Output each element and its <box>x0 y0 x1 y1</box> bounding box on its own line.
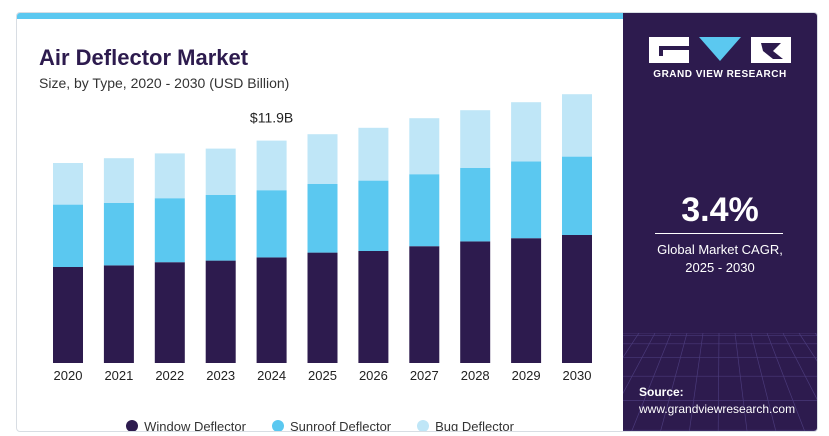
bar-bug-2028 <box>460 110 491 168</box>
bar-window-2025 <box>307 252 338 363</box>
legend-swatch-bug <box>417 420 430 431</box>
bar-sunroof-2030 <box>562 156 592 235</box>
stacked-bar-chart: 2020 2021 2022 2023 2024 2025 2026 2027 2028 2029… <box>53 94 592 383</box>
chart-area: 2020 2021 2022 2023 2024 2025 2026 2027 2028 2029… <box>17 19 623 431</box>
cagr-label: Global Market CAGR, 2025 - 2030 <box>623 241 817 277</box>
bar-window-2028 <box>460 241 491 363</box>
bar-sunroof-2022 <box>154 198 185 263</box>
x-tick-label-2025: 2025 <box>308 368 337 383</box>
legend-item-sunroof: Sunroof Deflector <box>271 417 392 432</box>
source-link[interactable]: www.grandviewresearch.com <box>639 402 796 416</box>
bar-window-2022 <box>154 262 185 363</box>
legend-swatch-sunroof <box>271 420 284 431</box>
bar-window-2029 <box>511 238 542 363</box>
cagr-divider <box>655 233 783 234</box>
bar-sunroof-2025 <box>307 183 338 253</box>
bar-window-2027 <box>409 246 440 363</box>
bar-window-2020 <box>53 267 83 363</box>
legend-label-bug: Bug Deflector <box>435 418 514 432</box>
bar-sunroof-2029 <box>511 161 542 239</box>
legend-label-sunroof: Sunroof Deflector <box>289 418 392 432</box>
bar-sunroof-2023 <box>205 195 236 261</box>
brand-name: GRAND VIEW RESEARCH <box>653 69 787 80</box>
x-tick-label-2024: 2024 <box>257 368 286 383</box>
bar-window-2026 <box>358 251 389 363</box>
insight-panel: GRAND VIEW RESEARCH 3.4% Global Market C… <box>623 13 817 431</box>
legend-item-window: Window Deflector <box>126 417 246 432</box>
legend-swatch-window <box>126 420 139 431</box>
chart-title: Air Deflector Market <box>39 45 249 70</box>
x-tick-label-2028: 2028 <box>461 368 490 383</box>
bar-bug-2026 <box>358 127 389 181</box>
x-tick-label-2030: 2030 <box>563 368 592 383</box>
bar-window-2021 <box>103 265 134 363</box>
bar-window-2030 <box>562 235 592 363</box>
bar-bug-2029 <box>511 102 542 162</box>
x-tick-label-2027: 2027 <box>410 368 439 383</box>
cagr-value: 3.4% <box>681 191 759 229</box>
bar-bug-2020 <box>53 163 83 205</box>
bar-sunroof-2028 <box>460 167 491 242</box>
bar-sunroof-2020 <box>53 204 83 267</box>
infographic-card: 2020 2021 2022 2023 2024 2025 2026 2027 2028 2029… <box>16 12 818 432</box>
legend-item-bug: Bug Deflector <box>417 417 514 432</box>
bar-bug-2021 <box>103 158 134 203</box>
bar-bug-2030 <box>562 94 592 157</box>
source-title: Source: <box>639 385 684 399</box>
bar-window-2024 <box>256 257 287 363</box>
bar-bug-2025 <box>307 134 338 184</box>
accent-bar <box>17 13 623 19</box>
x-tick-label-2020: 2020 <box>54 368 83 383</box>
x-tick-label-2026: 2026 <box>359 368 388 383</box>
x-tick-label-2029: 2029 <box>512 368 541 383</box>
grand-view-research-logo-icon <box>649 37 791 63</box>
cagr-label-line1: Global Market CAGR, <box>657 242 783 257</box>
data-label-2024: $11.9B <box>250 110 293 126</box>
grid-pattern-icon <box>623 333 817 431</box>
x-tick-label-2023: 2023 <box>206 368 235 383</box>
legend-label-window: Window Deflector <box>144 418 246 432</box>
bar-sunroof-2027 <box>409 174 440 247</box>
bar-bug-2023 <box>205 148 236 195</box>
x-tick-label-2022: 2022 <box>155 368 184 383</box>
bar-sunroof-2024 <box>256 190 287 258</box>
bar-bug-2022 <box>154 153 185 199</box>
bar-sunroof-2026 <box>358 180 389 251</box>
x-tick-label-2021: 2021 <box>104 368 133 383</box>
bar-bug-2027 <box>409 118 440 175</box>
cagr-label-line2: 2025 - 2030 <box>685 260 755 275</box>
bar-sunroof-2021 <box>103 203 134 266</box>
bar-bug-2024 <box>256 140 287 191</box>
chart-subtitle: Size, by Type, 2020 - 2030 (USD Billion) <box>39 75 290 91</box>
legend: Window Deflector Sunroof Deflector Bug D… <box>17 417 623 432</box>
bar-window-2023 <box>205 260 236 363</box>
